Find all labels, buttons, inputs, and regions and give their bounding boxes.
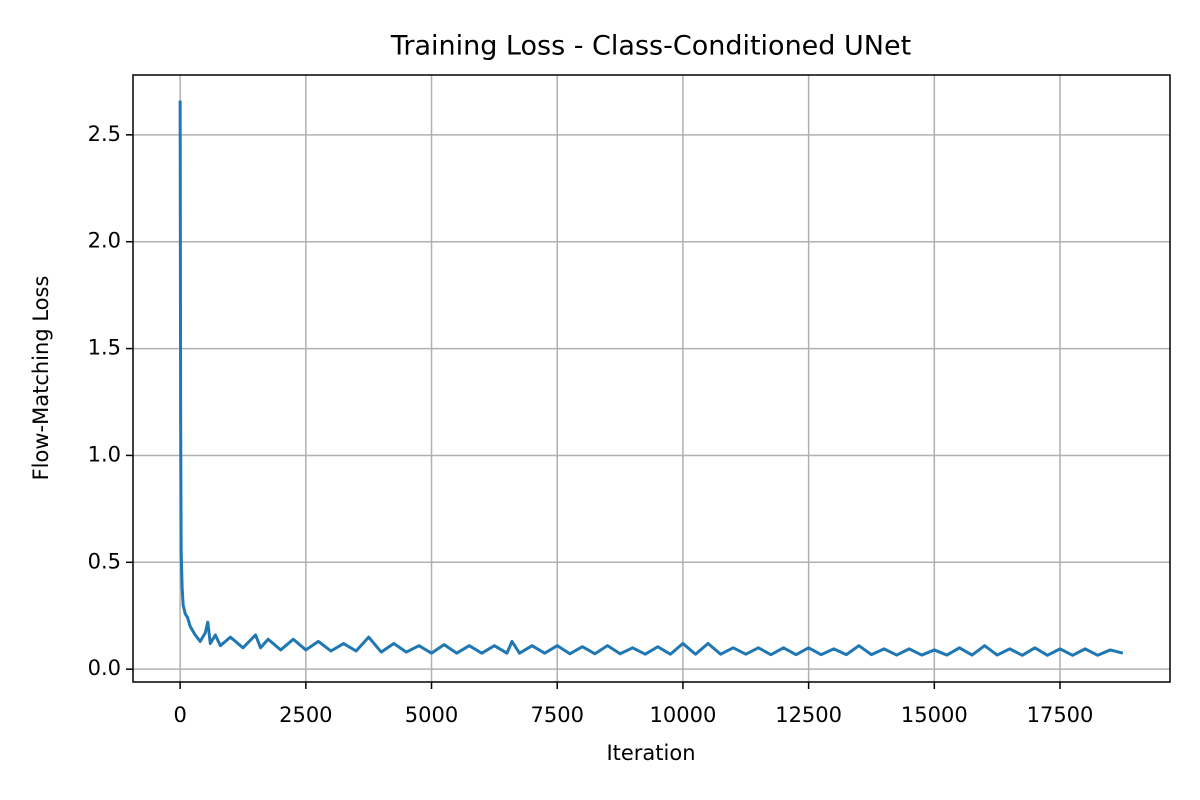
plot-area: [178, 100, 1124, 657]
x-tick-label: 17500: [1027, 703, 1094, 727]
x-tick-label: 10000: [650, 703, 717, 727]
y-axis-label: Flow-Matching Loss: [29, 276, 53, 481]
y-tick-label: 2.0: [88, 229, 121, 253]
x-tick-label: 7500: [531, 703, 584, 727]
y-tick-label: 1.5: [88, 336, 121, 360]
x-tick-label: 0: [173, 703, 186, 727]
y-tick-label: 2.5: [88, 122, 121, 146]
grid: [133, 75, 1170, 682]
x-tick-label: 2500: [279, 703, 332, 727]
y-tick-label: 0.0: [88, 656, 121, 680]
x-tick-label: 5000: [405, 703, 458, 727]
loss-line: [178, 100, 1124, 657]
chart-title: Training Loss - Class-Conditioned UNet: [390, 31, 911, 62]
axes-frame: [132, 74, 1171, 683]
x-axis-label: Iteration: [606, 741, 695, 765]
y-tick-label: 1.0: [88, 442, 121, 466]
y-tick-label: 0.5: [88, 549, 121, 573]
x-tick-label: 15000: [901, 703, 968, 727]
x-tick-label: 12500: [775, 703, 842, 727]
